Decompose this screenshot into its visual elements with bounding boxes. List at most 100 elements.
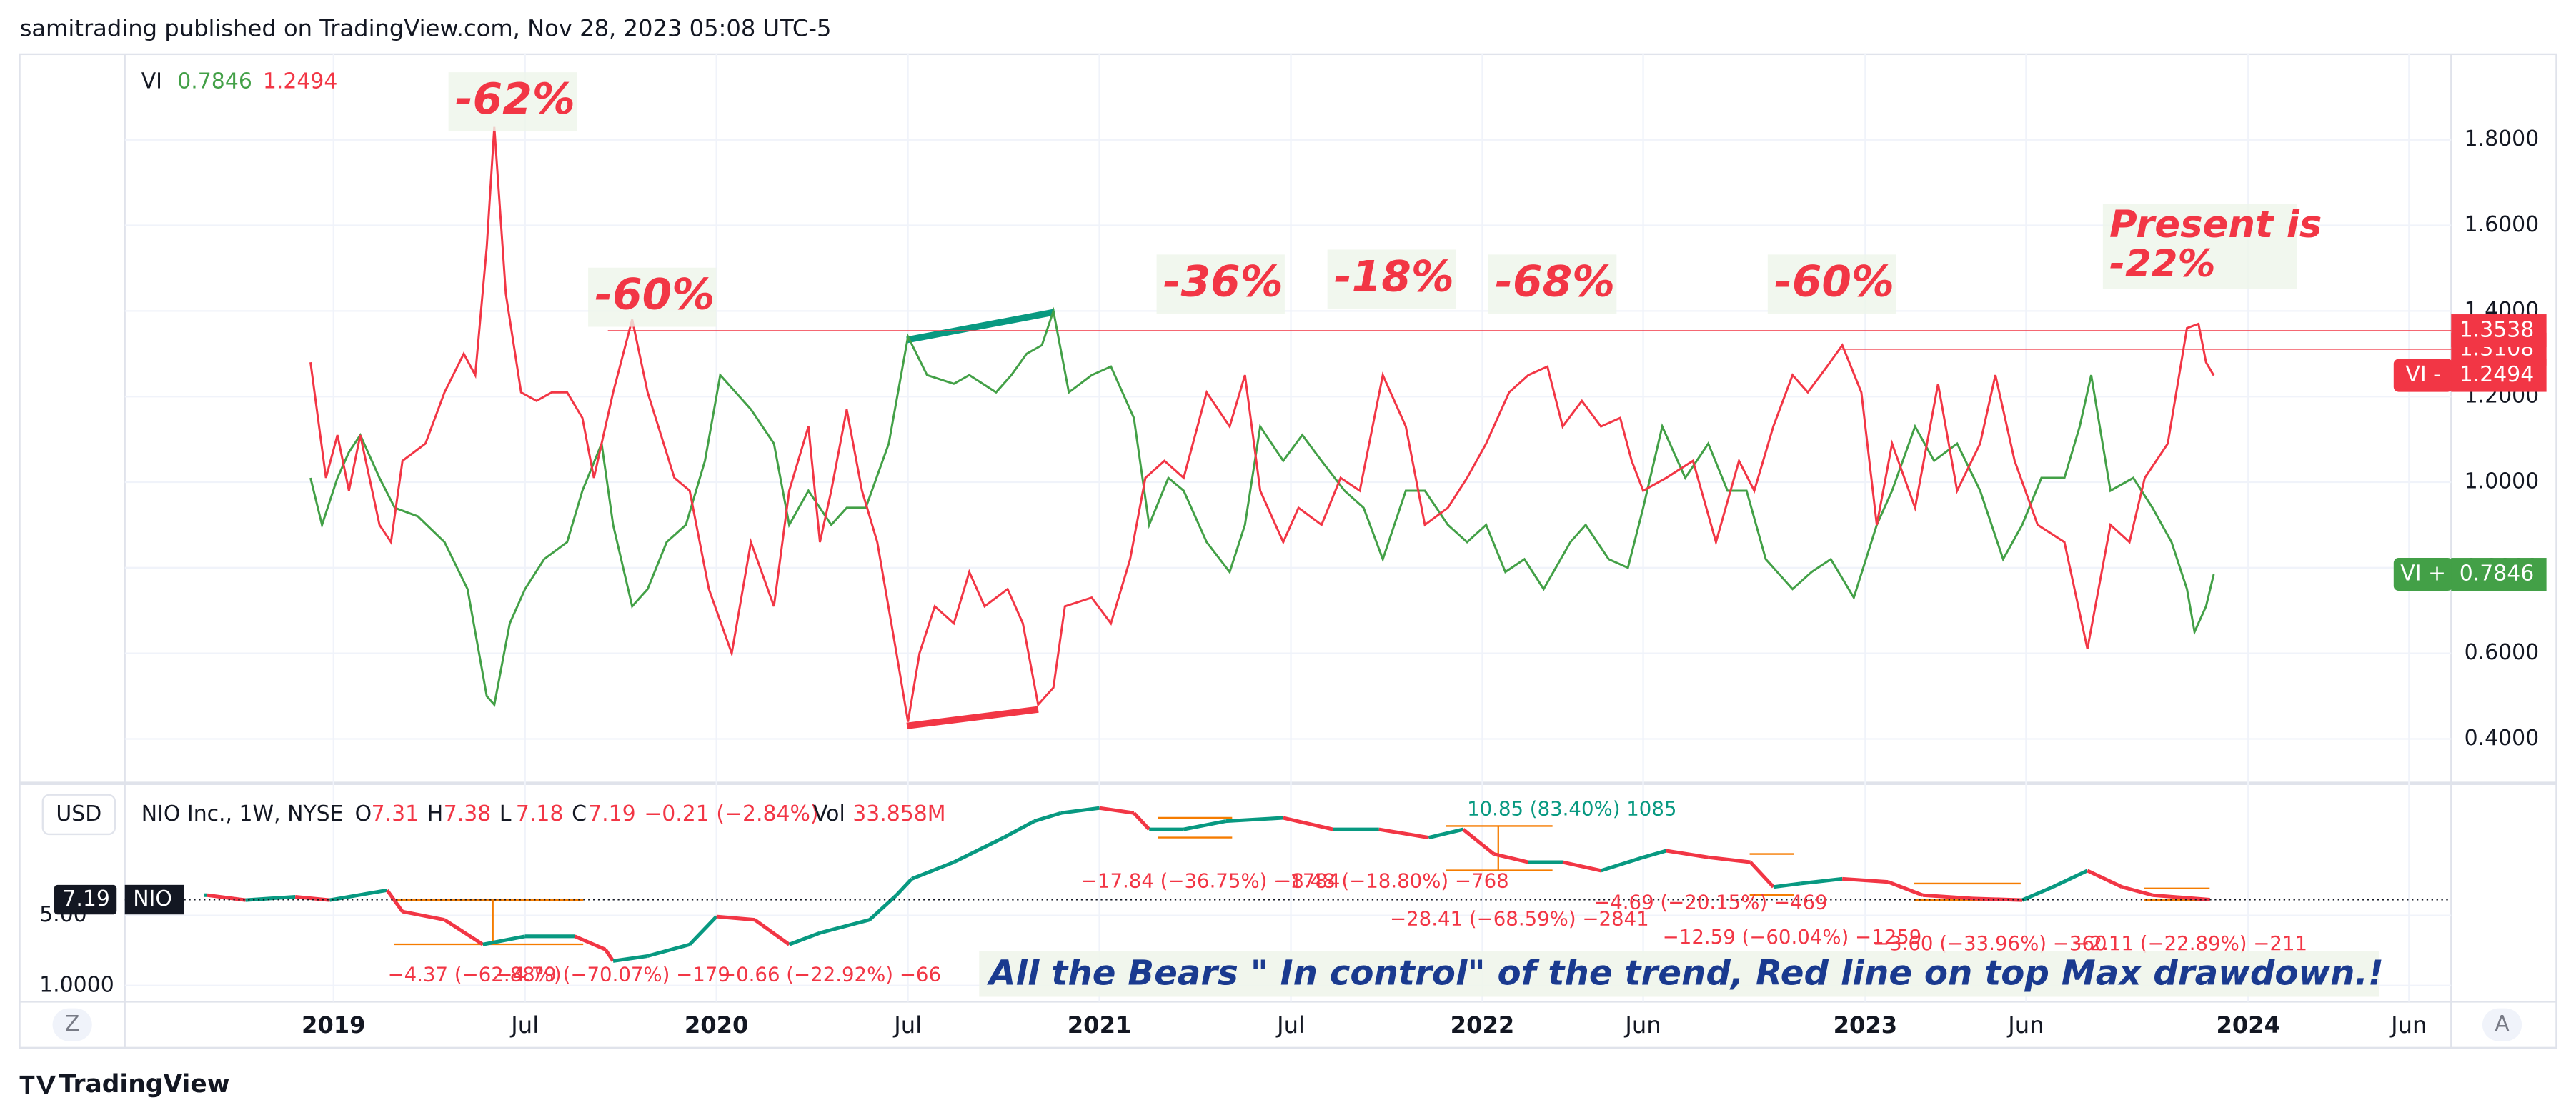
legend-value: 1.2494: [263, 69, 338, 94]
auto-label[interactable]: A: [2495, 1011, 2510, 1036]
legend-item: Vol: [813, 801, 845, 826]
price-segment: [1666, 849, 1709, 859]
value-badge: [2451, 558, 2547, 591]
drawdown-label: −4.79 (−70.07%) −179: [496, 963, 730, 986]
annotation: Present is: [2109, 203, 2322, 246]
legend-value: 0.7846: [177, 69, 252, 94]
drawings: [394, 309, 2210, 946]
legend-item: H: [427, 801, 443, 826]
price-segment: [1462, 828, 1496, 856]
annotation: -60%: [1774, 257, 1894, 306]
price-segment: [2052, 869, 2089, 889]
x-tick-label: Jun: [2006, 1011, 2044, 1039]
currency: USD: [56, 801, 101, 826]
x-tick-label: 2022: [1451, 1011, 1515, 1039]
price-segment: [482, 934, 526, 946]
price-segment: [953, 836, 1005, 864]
trend-line: [906, 706, 1039, 729]
price-segment: [716, 914, 755, 922]
price-segment: [329, 888, 388, 902]
drawdown-label: −28.41 (−68.59%) −2841: [1390, 907, 1649, 931]
price-segment: [911, 860, 955, 881]
price-segment: [1972, 896, 2023, 902]
annotation-box: [1488, 254, 1617, 314]
symbol-badge-label: NIO: [133, 886, 172, 911]
price-segment: [1842, 876, 1889, 884]
currency-button[interactable]: [41, 794, 116, 836]
y-tick-label: 0.4000: [2465, 726, 2540, 751]
x-tick-label: 2019: [302, 1011, 366, 1039]
price-segment: [1003, 819, 1035, 839]
series-name: VI -: [2405, 362, 2441, 387]
price-segment: [2087, 869, 2123, 889]
legend-title: VI: [141, 69, 162, 94]
price-segment: [2152, 893, 2210, 902]
x-tick-label: 2024: [2216, 1011, 2280, 1039]
price-segment: [2021, 885, 2054, 902]
price-segment: [1600, 855, 1644, 873]
value-badge-label: 1.2494: [2460, 362, 2535, 387]
price-segment: [1283, 816, 1334, 831]
y-tick-label: 1.8000: [2465, 126, 2540, 151]
price-segment: [1749, 861, 1775, 889]
trend-line: [906, 309, 1055, 344]
x-tick-label: Jun: [1623, 1011, 1661, 1039]
header: samitrading published on TradingView.com…: [20, 14, 832, 41]
drawdown-label: −0.66 (−22.92%) −66: [720, 963, 941, 986]
legend-item: 7.38: [444, 801, 492, 826]
price-segment: [402, 909, 445, 922]
price-segment: [688, 915, 718, 946]
zoom-button[interactable]: [52, 1008, 92, 1041]
level-badge: [2451, 314, 2547, 348]
y-tick-label: 1.6000: [2465, 212, 2540, 237]
annotation: -68%: [1495, 257, 1615, 306]
annotation: -22%: [2109, 242, 2215, 286]
x-tick-label: Jul: [892, 1011, 922, 1039]
series-name: VI +: [2400, 561, 2446, 586]
annotation: -18%: [1334, 252, 1454, 301]
price-segment: [1922, 893, 1973, 901]
annotation-box: [1327, 249, 1456, 309]
price-segment: [1378, 827, 1429, 840]
price-segment: [819, 918, 870, 935]
annotation: -62%: [455, 75, 575, 124]
legend-item: 7.18: [516, 801, 564, 826]
x-tick-label: Jul: [1275, 1011, 1305, 1039]
price-segment: [1642, 849, 1667, 859]
price-badge-label: 7.19: [62, 886, 110, 911]
legend-item: O: [355, 801, 372, 826]
annotation-box: [1767, 254, 1896, 314]
legend-item: L: [499, 801, 512, 826]
y-tick-label: 1.0000: [39, 972, 114, 997]
x-tick-label: 2023: [1834, 1011, 1898, 1039]
annotation-box: [1156, 254, 1285, 314]
brand-logo: [19, 1075, 56, 1094]
price-segment: [1033, 811, 1062, 824]
note-box: [979, 951, 2379, 997]
price-segment: [788, 931, 821, 946]
price-segment: [612, 954, 648, 963]
price-segment: [574, 934, 607, 951]
y-tick-label: 1.0000: [2465, 469, 2540, 494]
annotation-box: [448, 72, 577, 131]
price-segment: [443, 918, 484, 946]
price-segment: [1799, 876, 1843, 886]
legend-item: 33.858M: [852, 801, 945, 826]
price-segment: [385, 889, 404, 913]
x-tick-label: Jun: [2389, 1011, 2427, 1039]
zoom-label[interactable]: Z: [65, 1011, 79, 1036]
price-segment: [1132, 811, 1151, 831]
drawdown-label: 10.85 (83.40%) 1085: [1467, 796, 1676, 820]
vi-line: [309, 126, 2215, 722]
price-segment: [294, 894, 330, 902]
price-segment: [1773, 881, 1801, 889]
legend-item: −0.21 (−2.84%): [644, 801, 818, 826]
price-segment: [1887, 880, 1924, 897]
auto-button[interactable]: [2482, 1008, 2522, 1041]
value-badge-label: 0.7846: [2460, 561, 2535, 586]
symbol-badge: [124, 884, 184, 915]
price-segment: [753, 918, 790, 946]
annotation-box: [2102, 204, 2297, 289]
price-segment: [1183, 819, 1226, 831]
x-tick-label: Jul: [509, 1011, 539, 1039]
